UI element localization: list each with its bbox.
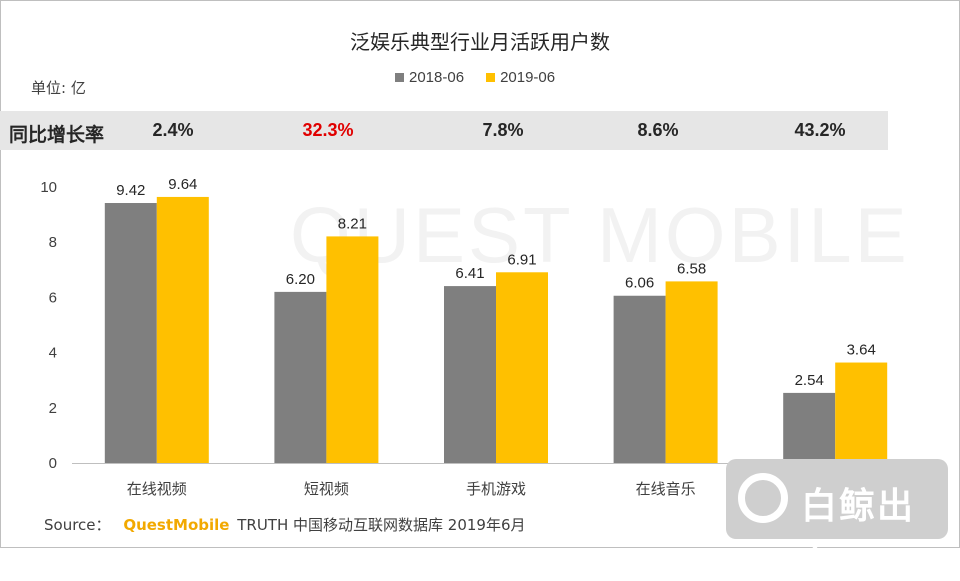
legend-item-2019: 2019-06 — [486, 69, 555, 86]
data-label-2018-2: 6.20 — [286, 271, 315, 288]
yoy-band — [0, 111, 888, 150]
chart-title: 泛娱乐典型行业月活跃用户数 — [350, 30, 610, 54]
x-tick-label: 短视频 — [304, 480, 349, 498]
legend-label-2019: 2019-06 — [500, 69, 556, 86]
y-tick-label: 6 — [49, 289, 57, 306]
legend-item-2018: 2018-06 — [395, 69, 464, 86]
data-label-2018-3: 6.41 — [455, 265, 484, 282]
yoy-value-2: 32.3% — [302, 120, 354, 140]
yoy-value-5: 43.2% — [794, 120, 846, 140]
data-label-2018-4: 6.06 — [625, 275, 654, 292]
yoy-label: 同比增长率 — [9, 124, 105, 146]
yoy-value-3: 7.8% — [482, 120, 524, 140]
x-tick-label: 在线视频 — [127, 480, 187, 498]
y-tick-label: 8 — [49, 234, 57, 251]
legend-label-2018: 2018-06 — [409, 69, 465, 86]
source-brand: QuestMobile — [123, 516, 230, 534]
bar-2019-4 — [665, 281, 718, 463]
bar-labels: 9.42 9.64 6.20 8.21 6.41 6.91 6.06 6.58 2.54 3.64 — [116, 176, 876, 389]
x-tick-label: 手机游戏 — [466, 480, 526, 498]
legend-swatch-2018 — [395, 73, 404, 82]
bar-chart: 0 2 4 6 8 10 9.42 9.64 6.20 8.21 6.41 6.91 6.06 6.58… — [40, 176, 920, 498]
bar-2019-3 — [496, 272, 548, 463]
bar-2019-5 — [835, 362, 888, 463]
source-line: Source： QuestMobile TRUTH 中国移动互联网数据库 201… — [44, 514, 526, 535]
yoy-value-4: 8.6% — [637, 120, 679, 140]
source-rest: TRUTH 中国移动互联网数据库 2019年6月 — [237, 516, 526, 534]
watermark-logo-text: 白鲸出海 — [801, 486, 916, 579]
data-label-2019-4: 6.58 — [677, 260, 706, 277]
watermark-text: QUEST MOBILE — [290, 191, 910, 279]
data-label-2019-3: 6.91 — [507, 251, 536, 268]
x-tick-label: 在线音乐 — [636, 480, 696, 498]
source-prefix: Source： — [44, 516, 111, 534]
y-axis: 0 2 4 6 8 10 — [40, 179, 57, 472]
bar-2018-2 — [274, 291, 327, 463]
bar-2018-4 — [613, 295, 666, 463]
bar-2018-3 — [444, 286, 496, 463]
y-tick-label: 2 — [49, 400, 57, 417]
legend-swatch-2019 — [486, 73, 496, 82]
unit-label: 单位: 亿 — [31, 79, 86, 97]
watermark-logo-icon — [738, 473, 788, 523]
y-tick-label: 4 — [49, 345, 57, 362]
y-tick-label: 0 — [49, 455, 57, 472]
data-label-2019-2: 8.21 — [338, 215, 367, 232]
bar-2018-1 — [104, 203, 157, 463]
data-label-2018-5: 2.54 — [795, 372, 824, 389]
bar-2019-2 — [326, 236, 379, 463]
data-label-2019-1: 9.64 — [168, 176, 197, 193]
y-tick-label: 10 — [40, 179, 57, 196]
data-label-2019-5: 3.64 — [847, 342, 876, 359]
watermark-logo: 白鲸出海 — [726, 459, 948, 579]
bar-2019-1 — [156, 196, 209, 463]
data-label-2018-1: 9.42 — [116, 182, 145, 199]
bar-2018-5 — [783, 392, 836, 463]
bars — [104, 196, 888, 463]
legend: 2018-06 2019-06 — [395, 69, 555, 86]
yoy-value-1: 2.4% — [152, 120, 194, 140]
